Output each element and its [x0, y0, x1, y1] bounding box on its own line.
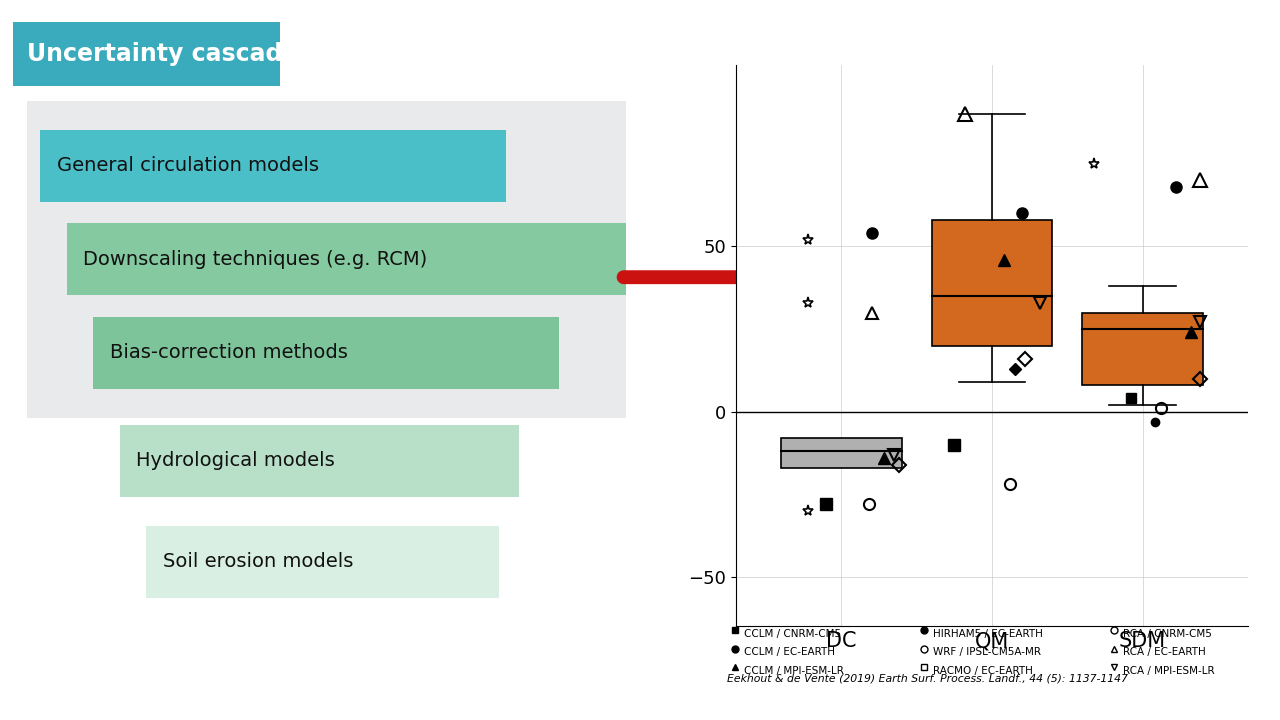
- Text: RCA / EC-EARTH: RCA / EC-EARTH: [1123, 647, 1206, 657]
- Bar: [781, 438, 901, 468]
- FancyBboxPatch shape: [40, 130, 506, 202]
- Bar: [932, 220, 1052, 346]
- Text: RCA / CNRM-CM5: RCA / CNRM-CM5: [1123, 629, 1211, 639]
- Text: Downscaling techniques (e.g. RCM): Downscaling techniques (e.g. RCM): [83, 250, 428, 269]
- Text: RCA / MPI-ESM-LR: RCA / MPI-ESM-LR: [1123, 666, 1215, 676]
- Text: Uncertainty cascade:: Uncertainty cascade:: [27, 42, 307, 66]
- Text: CCLM / MPI-ESM-LR: CCLM / MPI-ESM-LR: [744, 666, 844, 676]
- FancyBboxPatch shape: [13, 22, 279, 86]
- Text: Hydrological models: Hydrological models: [137, 451, 335, 470]
- Text: Soil erosion models: Soil erosion models: [163, 552, 353, 571]
- Bar: [1083, 312, 1203, 385]
- Text: RACMO / EC-EARTH: RACMO / EC-EARTH: [933, 666, 1033, 676]
- FancyBboxPatch shape: [93, 317, 559, 389]
- Text: Eekhout & de Vente (2019) Earth Surf. Process. Landf., 44 (5): 1137-1147: Eekhout & de Vente (2019) Earth Surf. Pr…: [727, 673, 1128, 683]
- Text: CCLM / CNRM-CM5: CCLM / CNRM-CM5: [744, 629, 841, 639]
- FancyBboxPatch shape: [27, 101, 626, 418]
- FancyBboxPatch shape: [146, 526, 499, 598]
- Text: Bias-correction methods: Bias-correction methods: [110, 343, 348, 362]
- FancyBboxPatch shape: [67, 223, 626, 295]
- Text: General circulation models: General circulation models: [56, 156, 319, 175]
- Text: HIRHAM5 / EC-EARTH: HIRHAM5 / EC-EARTH: [933, 629, 1043, 639]
- FancyBboxPatch shape: [120, 425, 520, 497]
- Text: CCLM / EC-EARTH: CCLM / EC-EARTH: [744, 647, 835, 657]
- Text: WRF / IPSL-CM5A-MR: WRF / IPSL-CM5A-MR: [933, 647, 1041, 657]
